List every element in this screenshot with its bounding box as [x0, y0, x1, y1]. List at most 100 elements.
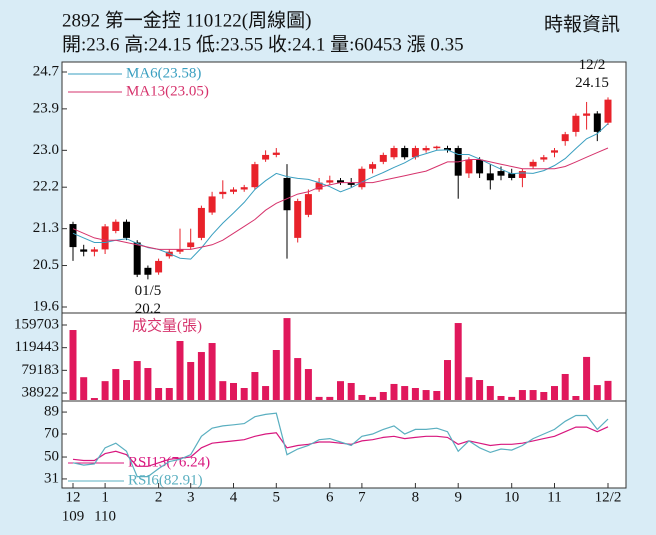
- x-tick-label: 5: [273, 489, 281, 505]
- y-tick-label: 89: [44, 404, 59, 420]
- volume-bar: [540, 392, 548, 400]
- candle-body: [144, 267, 152, 275]
- volume-bar: [604, 380, 612, 400]
- y-tick-label: 50: [44, 448, 59, 464]
- candle-body: [411, 148, 419, 158]
- volume-bar: [529, 390, 537, 400]
- y-tick-label: 20.5: [33, 257, 59, 273]
- volume-bar: [304, 369, 312, 400]
- candle-body: [337, 180, 344, 183]
- volume-bar: [69, 330, 77, 400]
- annotation-date: 01/5: [135, 283, 162, 299]
- volume-bar: [101, 381, 109, 400]
- volume-bar: [187, 361, 195, 400]
- candle-body: [69, 224, 77, 248]
- volume-bar: [337, 381, 344, 400]
- volume-bar: [165, 388, 173, 400]
- volume-bar: [593, 385, 601, 400]
- candle-body: [465, 159, 473, 174]
- x-year-label: 110: [94, 508, 116, 524]
- annotation-value: 24.15: [575, 75, 609, 91]
- volume-bar: [465, 377, 473, 400]
- candle-body: [294, 201, 302, 238]
- x-tick-label: 2: [155, 489, 163, 505]
- volume-bar: [112, 369, 120, 400]
- x-tick-label: 8: [412, 489, 420, 505]
- candle-body: [551, 150, 558, 153]
- candle-body: [572, 115, 580, 132]
- volume-bar: [390, 383, 398, 400]
- volume-bar: [123, 380, 130, 400]
- candle-body: [401, 148, 409, 158]
- candle-body: [529, 161, 537, 167]
- y-tick-label: 31: [44, 470, 59, 486]
- candle-body: [230, 189, 237, 192]
- volume-title: 成交量(張): [132, 316, 202, 334]
- candle-body: [123, 221, 130, 238]
- ma-line: [72, 123, 609, 260]
- x-tick-label: 6: [326, 489, 334, 505]
- candle-body: [379, 154, 387, 162]
- volume-bar: [347, 382, 355, 400]
- candle-body: [358, 168, 366, 188]
- volume-bar: [497, 396, 505, 400]
- candle-body: [476, 159, 484, 174]
- volume-bar: [401, 386, 409, 400]
- volume-bar: [208, 343, 216, 400]
- candle-body: [272, 152, 280, 155]
- candle-body: [176, 249, 184, 252]
- volume-bar: [80, 377, 88, 400]
- candle-body: [187, 242, 195, 248]
- y-tick-label: 38922: [22, 384, 60, 400]
- candle-body: [347, 182, 355, 185]
- subtitle: 開:23.6 高:24.15 低:23.55 收:24.1 量:60453 漲 …: [62, 33, 464, 55]
- volume-bar: [422, 390, 430, 400]
- x-year-label: 109: [62, 508, 85, 524]
- candle-body: [604, 99, 612, 123]
- volume-bar: [551, 386, 558, 400]
- volume-bar: [283, 318, 291, 400]
- volume-bar: [358, 394, 366, 400]
- legend-label: MA6(23.58): [126, 65, 201, 81]
- candle-body: [315, 182, 323, 190]
- y-tick-label: 22.2: [33, 179, 59, 195]
- volume-bar: [133, 361, 141, 400]
- volume-bar: [433, 390, 441, 400]
- candle-body: [240, 187, 248, 190]
- y-tick-label: 23.0: [33, 142, 59, 158]
- x-tick-label: 11: [547, 489, 561, 505]
- candle-body: [101, 226, 109, 250]
- candle-body: [486, 173, 494, 181]
- volume-bar: [90, 398, 98, 400]
- candle-body: [112, 221, 120, 231]
- candle-body: [390, 148, 398, 158]
- x-tick-label: 7: [358, 489, 366, 505]
- rsi-line: [72, 426, 609, 467]
- volume-bar: [444, 360, 451, 400]
- plot-area: [61, 61, 627, 489]
- candle-body: [90, 249, 98, 252]
- volume-bar: [155, 388, 163, 400]
- volume-bar: [454, 323, 462, 400]
- volume-bar: [379, 392, 387, 400]
- y-tick-label: 79183: [22, 362, 60, 378]
- legend-label: MA13(23.05): [126, 83, 209, 99]
- x-tick-label: 10: [504, 489, 519, 505]
- legend-label: RSI6(82.91): [128, 472, 203, 488]
- volume-bar: [240, 388, 248, 400]
- volume-bar: [486, 386, 494, 400]
- volume-bar: [583, 356, 591, 400]
- volume-bar: [411, 388, 419, 400]
- candle-body: [433, 146, 441, 149]
- candle-body: [304, 194, 312, 215]
- candle-body: [583, 113, 591, 116]
- x-tick-label: 12: [66, 489, 81, 505]
- candle-body: [326, 180, 334, 183]
- volume-bar: [219, 381, 227, 400]
- candle-body: [540, 157, 548, 160]
- candle-body: [561, 134, 569, 142]
- candle-body: [593, 113, 601, 132]
- y-tick-label: 70: [44, 425, 59, 441]
- candle-body: [518, 171, 526, 178]
